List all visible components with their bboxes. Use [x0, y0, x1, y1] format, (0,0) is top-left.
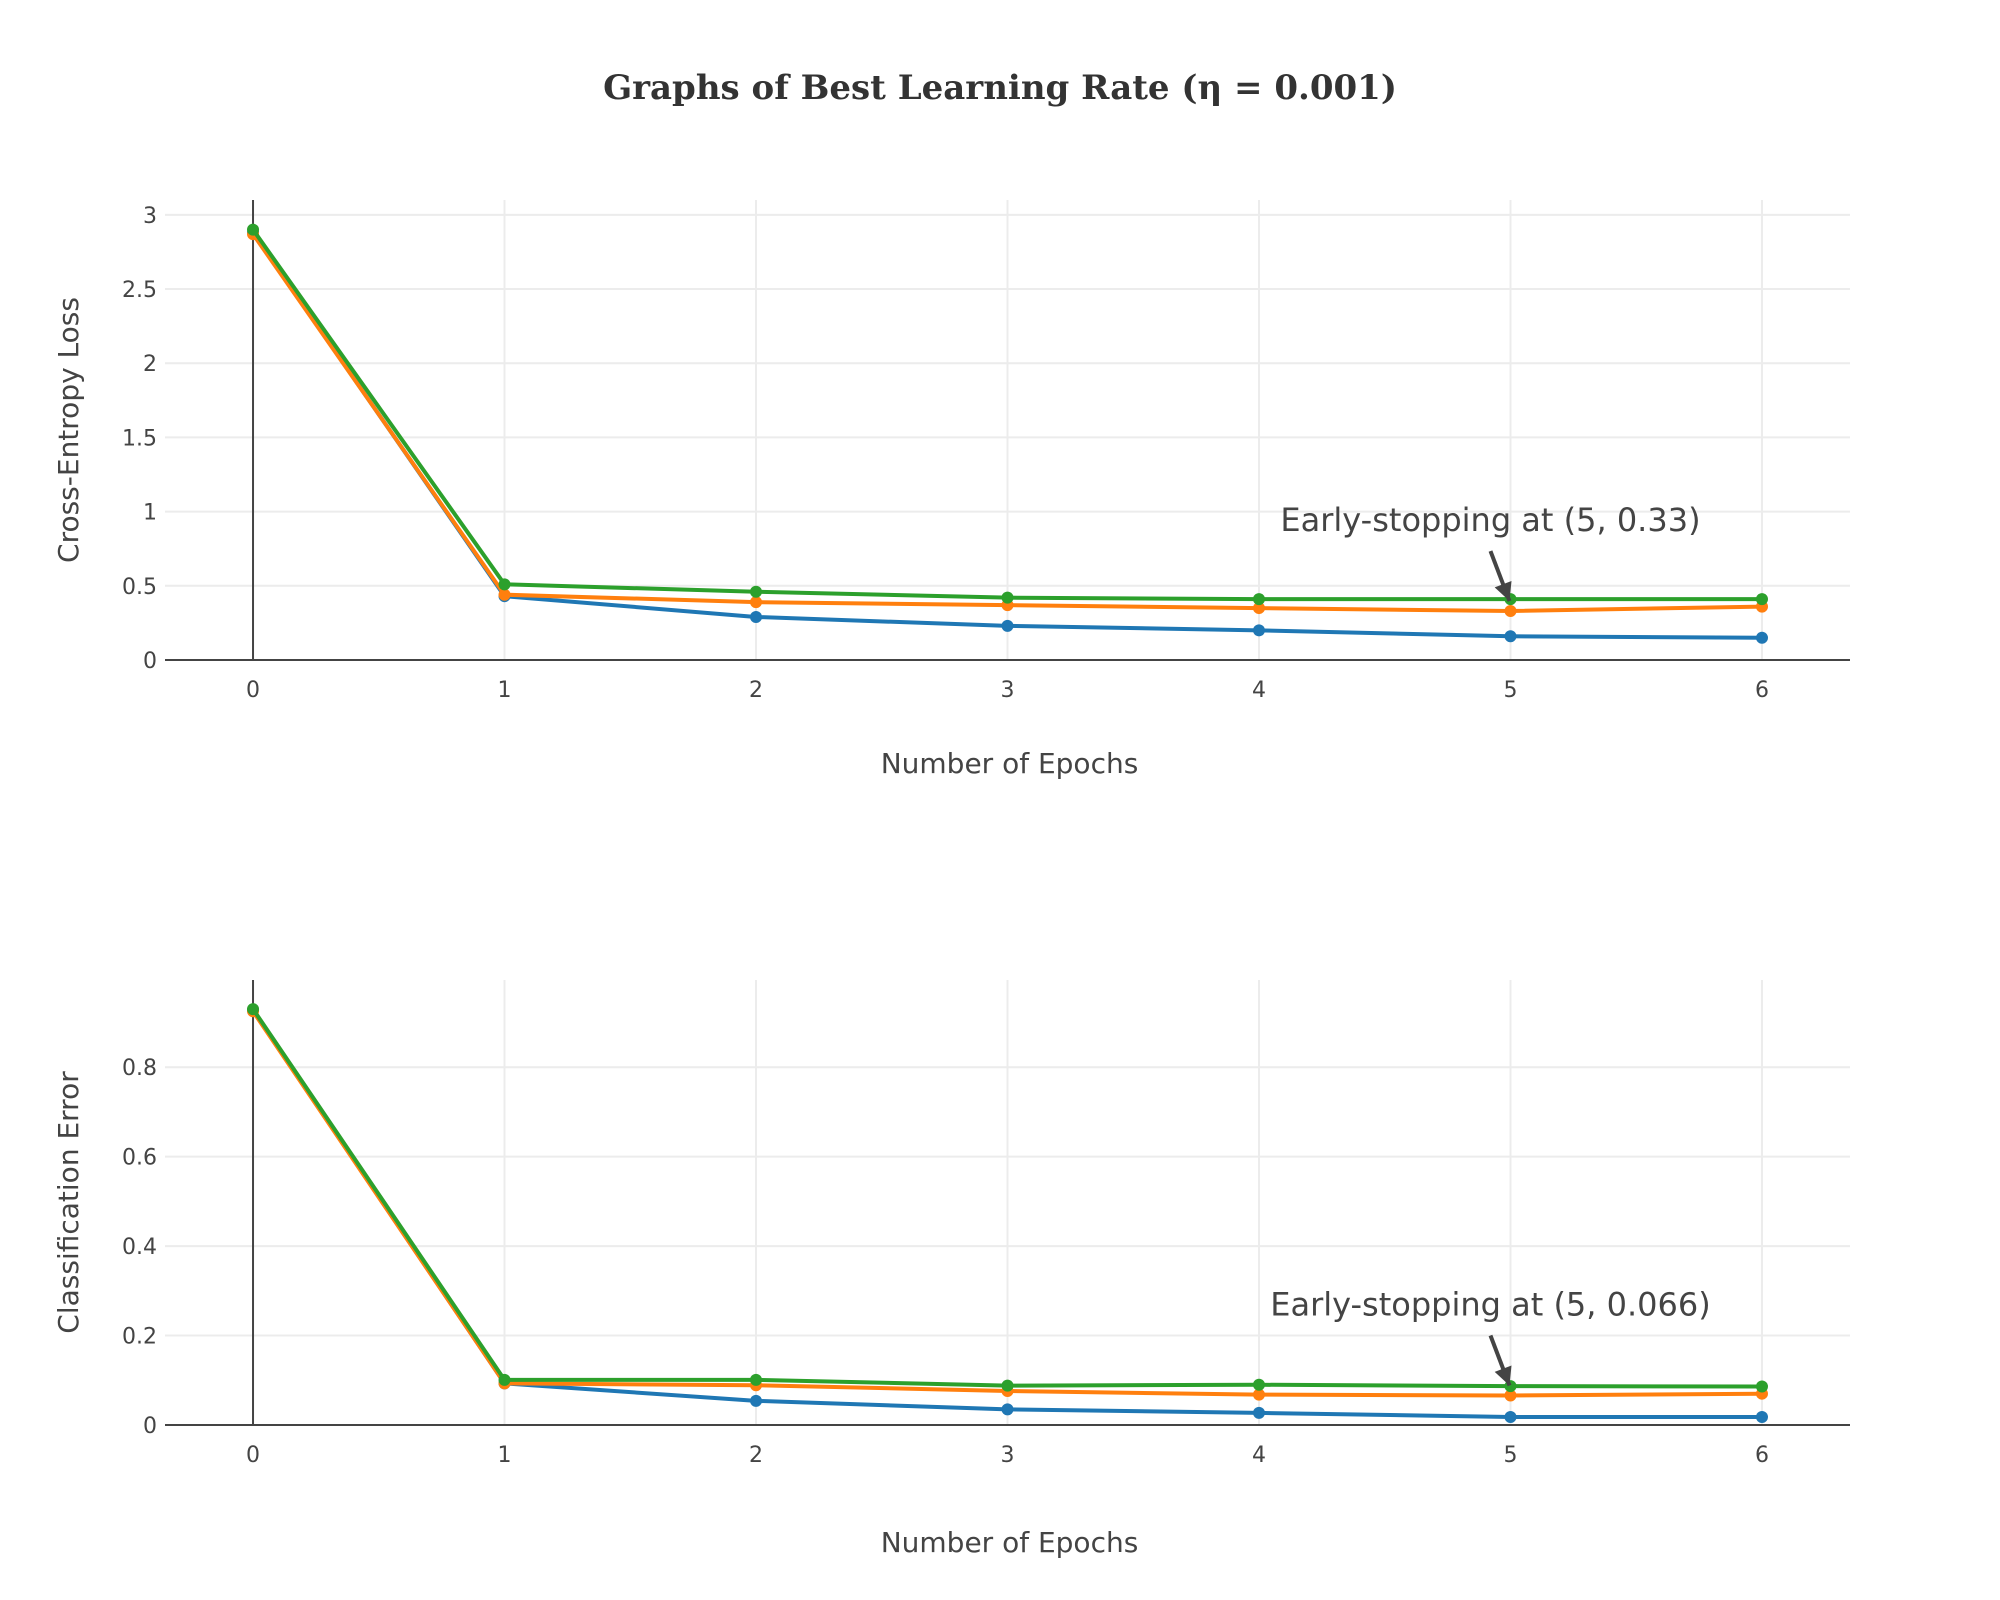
panel1-series-3-point [247, 223, 260, 236]
panel1-x-tick-label: 0 [246, 678, 260, 703]
panel2-x-tick-label: 6 [1755, 1443, 1769, 1468]
panel2-y-tick-label: 0.6 [122, 1146, 157, 1171]
panel1-series-2-point [1252, 602, 1265, 615]
panel1-y-axis-title: Cross-Entropy Loss [52, 297, 85, 563]
panel2-x-tick-label: 4 [1252, 1443, 1266, 1468]
panel1-series-2-point [498, 588, 511, 601]
panel1-x-tick-label: 2 [749, 678, 763, 703]
panel1-y-tick-label: 1.5 [122, 426, 157, 451]
panel2-x-tick-label: 5 [1503, 1443, 1517, 1468]
panel1-series-1-point [750, 610, 763, 623]
panel2-series-1-point [1504, 1410, 1517, 1423]
figure-title: Graphs of Best Learning Rate (η = 0.001) [603, 68, 1397, 108]
panel2-series-3-point [247, 1003, 260, 1016]
panel1-series-3-point [1755, 593, 1768, 606]
panel1-series-1-point [1252, 624, 1265, 637]
panel1-x-tick-label: 4 [1252, 678, 1266, 703]
panel1-series-3-point [1001, 591, 1014, 604]
panel2-series-3-point [498, 1373, 511, 1386]
panel2-series-1-point [1001, 1403, 1014, 1416]
panel2-x-tick-label: 2 [749, 1443, 763, 1468]
panel2-y-tick-label: 0.8 [122, 1056, 157, 1081]
panel1-x-tick-label: 1 [498, 678, 512, 703]
panel1-x-tick-label: 5 [1503, 678, 1517, 703]
panel1-y-tick-label: 3 [143, 204, 157, 229]
panel2-series-3-point [1252, 1378, 1265, 1391]
panel1-series-1-point [1001, 619, 1014, 632]
panel2-annotation-text: Early-stopping at (5, 0.066) [1270, 1285, 1710, 1323]
panel2-x-axis-title: Number of Epochs [881, 1526, 1139, 1559]
panel1-y-tick-label: 0.5 [122, 575, 157, 600]
panel2-series-3-point [1001, 1379, 1014, 1392]
panel2-series-1-point [750, 1394, 763, 1407]
panel2-x-tick-label: 0 [246, 1443, 260, 1468]
panel2-series-1-point [1252, 1406, 1265, 1419]
panel2-y-tick-label: 0 [143, 1414, 157, 1439]
panel1-y-tick-label: 0 [143, 649, 157, 674]
panel2-y-tick-label: 0.4 [122, 1235, 157, 1260]
panel1-series-3-point [498, 578, 511, 591]
panel1-x-tick-label: 3 [1001, 678, 1015, 703]
panel1-y-tick-label: 2 [143, 352, 157, 377]
panel1-series-2-point [1504, 605, 1517, 618]
panel2-series-2-point [1504, 1389, 1517, 1402]
panel1-series-1-point [1755, 631, 1768, 644]
panel2-series-2-point [1252, 1388, 1265, 1401]
panel2-series-1-point [1755, 1410, 1768, 1423]
panel2-y-axis-title: Classification Error [52, 1071, 85, 1334]
panel1-y-tick-label: 2.5 [122, 278, 157, 303]
panel1-series-2-point [750, 596, 763, 609]
panel1-annotation-text: Early-stopping at (5, 0.33) [1280, 501, 1700, 539]
panel2-y-tick-label: 0.2 [122, 1325, 157, 1350]
panel1-series-1-point [1504, 630, 1517, 643]
panel2-annotation-arrowhead [1494, 1365, 1512, 1386]
panel1-series-3-point [750, 585, 763, 598]
panel2-series-3-point [1755, 1380, 1768, 1393]
panel1-x-axis-title: Number of Epochs [881, 747, 1139, 780]
panel1-y-tick-label: 1 [143, 501, 157, 526]
panel2-x-tick-label: 3 [1001, 1443, 1015, 1468]
panel1-annotation-arrowhead [1494, 581, 1512, 602]
panel2-x-tick-label: 1 [498, 1443, 512, 1468]
panel1-series-3-point [1252, 593, 1265, 606]
panel1-x-tick-label: 6 [1755, 678, 1769, 703]
panel2-series-3-point [750, 1373, 763, 1386]
